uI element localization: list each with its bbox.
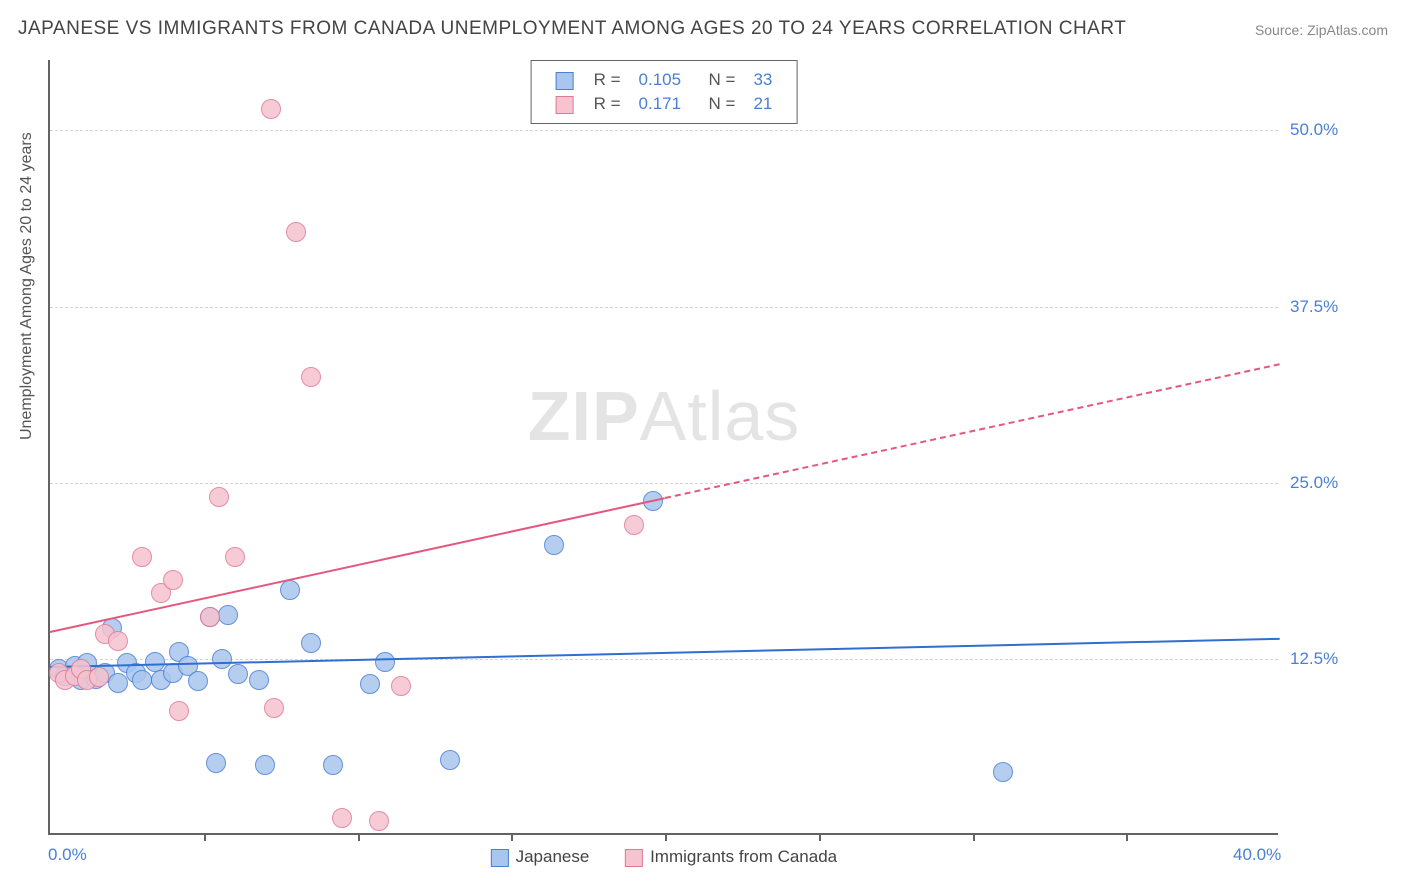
legend-r-value: 0.105 xyxy=(631,69,690,91)
source-label: Source: ZipAtlas.com xyxy=(1255,22,1388,38)
legend-stats: R =0.105 N =33R =0.171 N =21 xyxy=(531,60,798,124)
plot-area: ZIPAtlas R =0.105 N =33R =0.171 N =21 Ja… xyxy=(48,60,1278,835)
watermark-light: Atlas xyxy=(640,377,801,455)
data-point xyxy=(440,750,460,770)
data-point xyxy=(132,670,152,690)
data-point xyxy=(332,808,352,828)
legend-n-value: 33 xyxy=(745,69,780,91)
data-point xyxy=(391,676,411,696)
x-tick xyxy=(1126,833,1128,841)
data-point xyxy=(624,515,644,535)
data-point xyxy=(188,671,208,691)
y-tick-label: 37.5% xyxy=(1290,297,1338,317)
legend-series: Japanese Immigrants from Canada xyxy=(473,847,855,867)
x-tick xyxy=(358,833,360,841)
gridline xyxy=(50,483,1278,484)
data-point xyxy=(209,487,229,507)
x-axis-min-label: 0.0% xyxy=(48,845,87,865)
data-point xyxy=(249,670,269,690)
regression-line xyxy=(50,638,1280,668)
legend-item-label: Immigrants from Canada xyxy=(650,847,837,866)
data-point xyxy=(280,580,300,600)
watermark: ZIPAtlas xyxy=(528,376,801,456)
data-point xyxy=(375,652,395,672)
data-point xyxy=(200,607,220,627)
legend-item-label: Japanese xyxy=(516,847,590,866)
data-point xyxy=(163,570,183,590)
legend-item: Immigrants from Canada xyxy=(625,847,837,866)
data-point xyxy=(255,755,275,775)
chart-title: JAPANESE VS IMMIGRANTS FROM CANADA UNEMP… xyxy=(18,18,1126,40)
x-axis-max-label: 40.0% xyxy=(1233,845,1281,865)
x-tick xyxy=(665,833,667,841)
data-point xyxy=(360,674,380,694)
data-point xyxy=(369,811,389,831)
gridline xyxy=(50,130,1278,131)
legend-swatch xyxy=(491,849,509,867)
legend-n-value: 21 xyxy=(745,93,780,115)
legend-r-value: 0.171 xyxy=(631,93,690,115)
y-tick-label: 12.5% xyxy=(1290,649,1338,669)
regression-line xyxy=(665,363,1280,499)
data-point xyxy=(286,222,306,242)
x-tick xyxy=(973,833,975,841)
y-tick-label: 50.0% xyxy=(1290,120,1338,140)
data-point xyxy=(544,535,564,555)
data-point xyxy=(206,753,226,773)
y-axis-label: Unemployment Among Ages 20 to 24 years xyxy=(18,132,36,440)
gridline xyxy=(50,307,1278,308)
data-point xyxy=(301,633,321,653)
y-tick-label: 25.0% xyxy=(1290,473,1338,493)
watermark-bold: ZIP xyxy=(528,377,640,455)
data-point xyxy=(225,547,245,567)
data-point xyxy=(132,547,152,567)
data-point xyxy=(145,652,165,672)
data-point xyxy=(301,367,321,387)
data-point xyxy=(108,631,128,651)
data-point xyxy=(264,698,284,718)
data-point xyxy=(261,99,281,119)
x-tick xyxy=(819,833,821,841)
legend-swatch xyxy=(556,72,574,90)
data-point xyxy=(169,701,189,721)
x-tick xyxy=(511,833,513,841)
data-point xyxy=(212,649,232,669)
data-point xyxy=(89,667,109,687)
data-point xyxy=(993,762,1013,782)
x-tick xyxy=(204,833,206,841)
legend-stats-row: R =0.105 N =33 xyxy=(548,69,781,91)
legend-swatch xyxy=(625,849,643,867)
legend-item: Japanese xyxy=(491,847,589,866)
data-point xyxy=(323,755,343,775)
legend-swatch xyxy=(556,96,574,114)
legend-stats-row: R =0.171 N =21 xyxy=(548,93,781,115)
data-point xyxy=(228,664,248,684)
gridline xyxy=(50,659,1278,660)
data-point xyxy=(218,605,238,625)
data-point xyxy=(108,673,128,693)
